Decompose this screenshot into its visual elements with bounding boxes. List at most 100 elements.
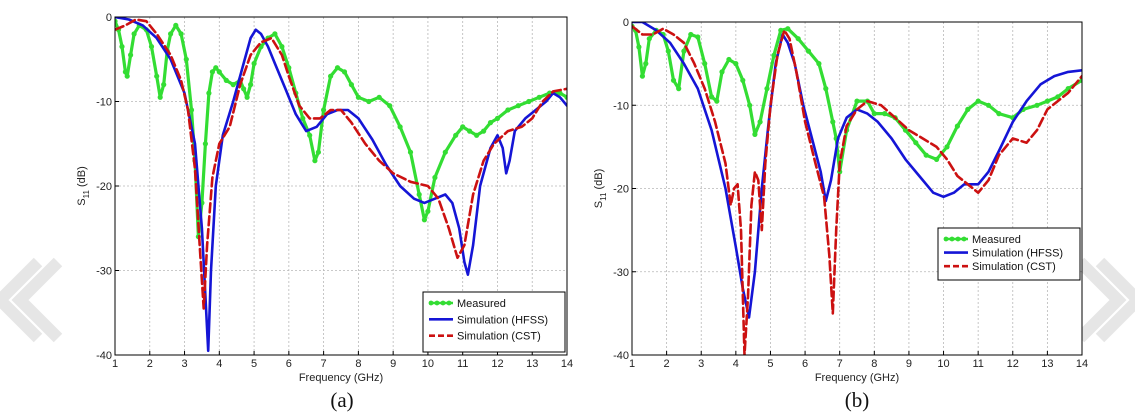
series-group (632, 22, 1082, 355)
legend-label-measured: Measured (972, 234, 1021, 246)
series-line-simulation-cst (632, 24, 1082, 355)
x-tick-label: 4 (733, 358, 739, 370)
data-point-measured (830, 119, 836, 125)
data-point-measured (996, 111, 1002, 117)
data-point-measured (376, 94, 382, 100)
data-point-measured (248, 82, 254, 88)
data-point-measured (795, 36, 801, 42)
legend-marker-measured (949, 236, 955, 242)
legend-label-simulation-cst: Simulation (CST) (457, 331, 541, 343)
legend-marker-measured (434, 300, 440, 306)
data-point-measured (460, 124, 466, 130)
y-tick-label: 0 (106, 12, 112, 24)
data-point-measured (442, 149, 448, 155)
data-point-measured (321, 107, 327, 113)
data-point-measured (251, 60, 257, 67)
data-point-measured (747, 102, 753, 108)
y-tick-label: -40 (96, 350, 112, 362)
y-tick-label: -10 (96, 97, 112, 109)
chart-panel-a: 1 2 3 4 5 6 7 8 9 10 11 12 13 140-10-20-30-40Frequenc… (76, 12, 573, 412)
data-point-measured (416, 191, 422, 198)
data-point-measured (272, 31, 278, 37)
watermark-bracket-right (1075, 257, 1135, 343)
chart-panel-b: 1 2 3 4 5 6 7 8 9 10 11 12 13 140-10-20-30-40Frequenc… (593, 17, 1088, 412)
data-point-measured (128, 52, 134, 58)
x-tick-label: 2 (147, 358, 153, 370)
series-line-simulation-cst (115, 18, 567, 310)
data-point-measured (230, 82, 236, 88)
data-point-measured (536, 94, 542, 100)
data-point-measured (122, 69, 128, 75)
y-tick-label: 0 (623, 17, 629, 29)
data-point-measured (202, 141, 208, 147)
series-line-simulation-hfss (115, 17, 567, 353)
x-tick-label: 11 (972, 358, 983, 370)
data-point-measured (312, 158, 318, 164)
y-tick-label: -30 (96, 266, 112, 278)
data-point-measured (157, 94, 163, 100)
data-point-measured (778, 27, 784, 33)
legend-marker-measured (446, 300, 452, 306)
data-point-measured (307, 132, 313, 138)
data-point-measured (223, 77, 229, 83)
legend-label-simulation-cst: Simulation (CST) (972, 261, 1056, 273)
data-point-measured (785, 26, 791, 32)
data-point-measured (646, 36, 652, 42)
data-point-measured (421, 217, 427, 223)
x-tick-label: 12 (491, 358, 503, 370)
data-point-measured (944, 144, 950, 150)
data-point-measured (902, 127, 909, 133)
figure-caption: (a) (330, 388, 353, 412)
x-tick-label: 7 (837, 358, 843, 370)
x-tick-label: 5 (767, 358, 773, 370)
data-point-measured (474, 132, 480, 138)
legend-box (937, 227, 1081, 281)
data-point-measured (709, 94, 715, 100)
data-point-measured (1034, 102, 1040, 108)
data-point-measured (913, 140, 919, 146)
legend-label-measured: Measured (457, 298, 506, 310)
series-group (115, 17, 567, 353)
data-point-measured (244, 94, 250, 100)
x-tick-label: 1 (629, 358, 635, 370)
data-point-measured (168, 31, 174, 37)
data-point-measured (188, 107, 195, 113)
x-tick-label: 8 (355, 358, 361, 370)
data-point-measured (816, 61, 822, 67)
data-point-measured (124, 73, 130, 79)
x-tick-label: 4 (216, 358, 222, 370)
data-point-measured (740, 77, 746, 83)
data-point-measured (752, 131, 758, 137)
x-tick-label: 14 (561, 358, 573, 370)
data-point-measured (1079, 77, 1082, 83)
data-point-measured (505, 107, 511, 113)
y-axis-label: S11 (dB) (76, 166, 91, 206)
legend-marker-measured (955, 236, 961, 242)
data-point-measured (757, 119, 763, 125)
data-point-measured (432, 174, 438, 181)
x-tick-label: 13 (526, 358, 538, 370)
x-tick-label: 14 (1076, 358, 1088, 370)
data-point-measured (279, 44, 285, 50)
data-point-measured (670, 77, 677, 83)
data-point-measured (643, 61, 649, 67)
data-point-measured (676, 86, 682, 92)
data-point-measured (348, 82, 354, 88)
data-point-measured (564, 94, 567, 100)
data-point-measured (300, 115, 306, 121)
data-point-measured (934, 156, 940, 162)
legend-label-simulation-hfss: Simulation (HFSS) (457, 314, 548, 326)
x-tick-label: 6 (286, 358, 292, 370)
x-tick-label: 8 (871, 358, 877, 370)
x-tick-label: 10 (422, 358, 434, 370)
data-point-measured (695, 34, 701, 40)
data-point-measured (639, 73, 646, 79)
data-point-measured (453, 132, 459, 138)
data-point-measured (407, 149, 414, 155)
data-point-measured (636, 44, 642, 50)
legend-marker-measured (961, 236, 967, 242)
data-point-measured (494, 115, 501, 121)
data-point-measured (1055, 94, 1061, 100)
data-point-measured (467, 128, 473, 134)
